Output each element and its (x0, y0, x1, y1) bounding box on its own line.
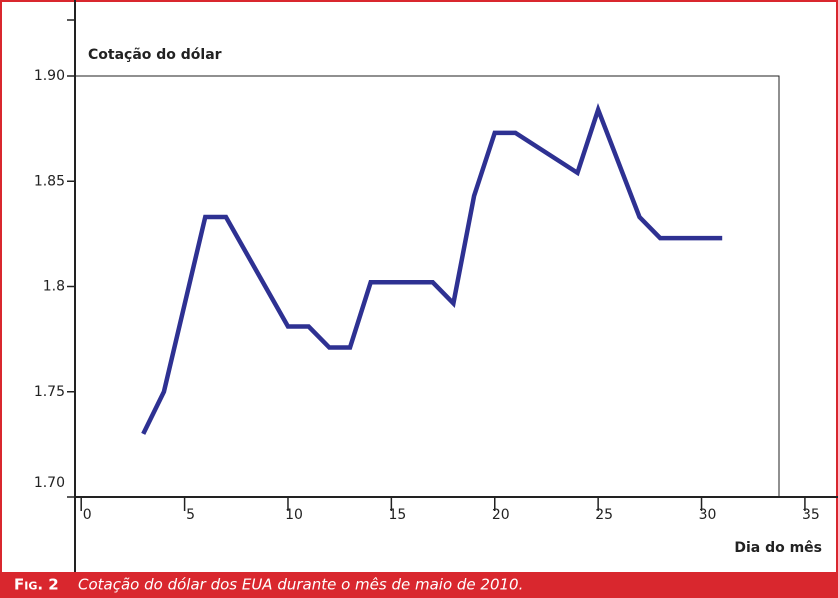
data-line (141, 102, 723, 435)
x-tick-label: 30 (699, 507, 717, 523)
x-tick-label: 35 (802, 507, 820, 523)
x-axis-label: Dia do mês (734, 540, 822, 556)
plot-box (75, 75, 780, 497)
y-tick-label: 1.75 (34, 384, 65, 400)
y-tick-label: 1.90 (34, 68, 65, 84)
y-tick-label: 1.85 (34, 173, 65, 189)
y-tick-label: 1.70 (34, 475, 65, 491)
x-tick-label: 20 (492, 507, 510, 523)
caption-bar (0, 572, 838, 598)
x-tick-label: 25 (595, 507, 613, 523)
x-tick-label: 10 (285, 507, 303, 523)
chart-title: Cotação do dólar (88, 47, 222, 63)
x-tick-label: 0 (83, 507, 92, 523)
caption-text: Cotação do dólar dos EUA durante o mês d… (78, 576, 523, 594)
x-tick-label: 5 (186, 507, 195, 523)
caption-label: Fig. 2 (14, 576, 59, 594)
y-tick-label: 1.8 (43, 279, 65, 295)
x-tick-label: 15 (388, 507, 406, 523)
